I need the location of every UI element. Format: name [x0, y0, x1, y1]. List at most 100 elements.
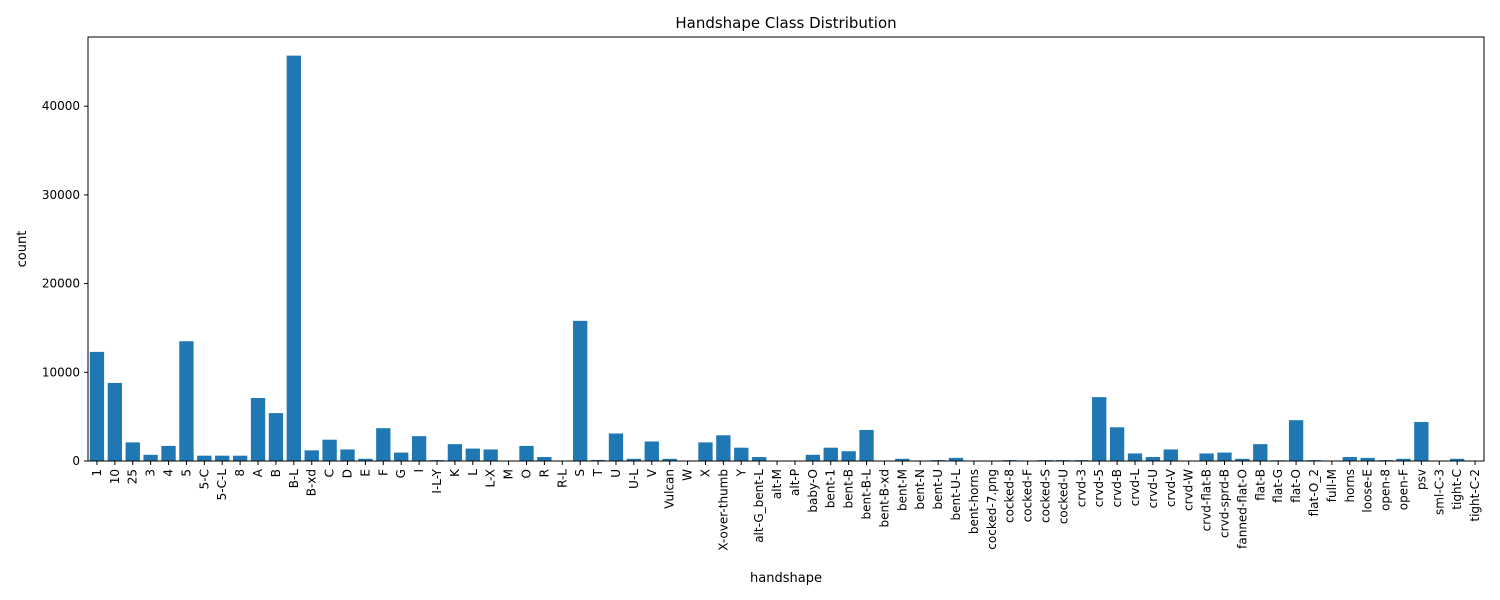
bar-crvd-sprd-B	[1217, 452, 1232, 461]
bar-5-C-L	[215, 455, 230, 461]
x-tick-label: full-M	[1325, 469, 1339, 502]
bar-X-over-thumb	[716, 435, 731, 461]
x-tick-label: 1	[90, 469, 104, 477]
x-tick-label: O	[519, 469, 533, 478]
x-tick-label: open-F	[1396, 469, 1410, 510]
bar-25	[125, 442, 140, 461]
bar-S	[573, 320, 588, 461]
x-tick-label: 8	[233, 469, 247, 477]
x-tick-label: tight-C-2	[1468, 469, 1482, 522]
x-tick-label: bent-U-L	[949, 469, 963, 521]
x-tick-label: K	[448, 468, 462, 477]
x-tick-label: bent-1	[824, 469, 838, 508]
x-tick-label: bent-U	[931, 469, 945, 509]
x-tick-label: cocked-U	[1056, 469, 1070, 524]
bar-flat-O	[1288, 420, 1304, 461]
bar-Vulcan	[662, 458, 677, 461]
x-axis-ticks: 1 10 25 3 4 5 5-C 5-C-L 8 A B B-L B-xd C D E F G I I-L-Y K L L…	[90, 461, 1482, 551]
bar-U	[608, 433, 624, 461]
chart-title: Handshape Class Distribution	[675, 14, 896, 32]
x-tick-label: bent-B	[842, 469, 856, 508]
x-tick-label: F	[376, 469, 390, 476]
bar-bent-U-L	[948, 457, 964, 461]
bar-3	[143, 454, 158, 461]
bar-crvd-B	[1109, 427, 1125, 461]
x-tick-label: flat-G	[1271, 469, 1285, 503]
bar-fanned-flat-O	[1235, 458, 1250, 461]
x-tick-label: D	[341, 469, 355, 478]
x-tick-label: B-xd	[305, 469, 319, 496]
x-tick-label: E	[358, 469, 372, 477]
x-tick-label: 25	[126, 469, 140, 484]
bar-D	[340, 449, 355, 461]
bar-C	[322, 439, 337, 461]
bar-crvd-5	[1092, 397, 1107, 461]
bar-flat-B	[1253, 444, 1268, 461]
x-tick-label: crvd-U	[1146, 469, 1160, 508]
y-tick-label: 40000	[42, 99, 80, 113]
y-axis-ticks: 0 10000 20000 30000 40000	[42, 99, 88, 468]
x-tick-label: 5-C	[197, 469, 211, 489]
y-tick-label: 0	[72, 454, 80, 468]
x-tick-label: bent-B-L	[860, 469, 874, 520]
bar-psv	[1414, 421, 1429, 461]
bar-10	[107, 382, 123, 461]
x-tick-label: crvd-5	[1092, 469, 1106, 507]
x-tick-label: bent-N	[913, 469, 927, 510]
x-tick-label: bent-B-xd	[877, 469, 891, 528]
y-tick-label: 10000	[42, 365, 80, 379]
bar-crvd-flat-B	[1199, 453, 1214, 461]
x-tick-label: psv	[1414, 469, 1428, 490]
x-tick-label: 10	[108, 469, 122, 484]
x-tick-label: B	[269, 469, 283, 477]
x-axis-label: handshape	[750, 571, 822, 586]
bar-crvd-U	[1145, 457, 1161, 461]
x-tick-label: S	[573, 469, 587, 477]
bar-U-L	[626, 458, 642, 461]
bar-T	[590, 459, 606, 461]
x-tick-label: I-L-Y	[430, 468, 444, 493]
x-tick-label: Vulcan	[663, 469, 677, 509]
bar-5	[179, 341, 194, 461]
x-tick-label: X	[698, 469, 712, 477]
x-tick-label: 5-C-L	[215, 469, 229, 501]
x-tick-label: cocked-F	[1021, 469, 1035, 522]
x-tick-label: open-8	[1379, 469, 1393, 511]
x-tick-label: flat-O_2	[1307, 469, 1321, 516]
bar-B-L	[286, 55, 301, 461]
bar-X	[698, 442, 713, 461]
x-tick-label: baby-O	[806, 469, 820, 513]
bar-alt-G_bent-L	[751, 457, 767, 461]
x-tick-label: bent-horns	[967, 469, 981, 534]
x-tick-label: sml-C-3	[1432, 469, 1446, 515]
bar-L-X	[483, 449, 498, 461]
bar-horns	[1342, 457, 1357, 461]
x-tick-label: tight-C	[1450, 469, 1464, 510]
x-tick-label: loose-E	[1361, 469, 1375, 513]
bar-F	[376, 428, 391, 461]
x-tick-label: V	[645, 468, 659, 477]
x-tick-label: flat-B	[1253, 469, 1267, 501]
x-tick-label: alt-M	[770, 469, 784, 499]
x-tick-label: M	[502, 469, 516, 479]
x-tick-label: R	[537, 469, 551, 477]
x-tick-label: T	[591, 468, 605, 477]
bar-A	[250, 398, 266, 461]
bar-8	[232, 455, 248, 461]
x-tick-label: horns	[1343, 469, 1357, 503]
x-tick-label: crvd-flat-B	[1200, 469, 1214, 531]
bar-1	[89, 351, 105, 461]
bar-bent-1	[823, 447, 838, 461]
y-tick-label: 20000	[42, 277, 80, 291]
bar-5-C	[197, 455, 212, 461]
bar-bent-B	[841, 451, 856, 461]
bar-bent-M	[895, 458, 910, 461]
x-tick-label: 4	[162, 469, 176, 477]
x-tick-label: cocked-S	[1039, 469, 1053, 523]
plot-frame	[87, 36, 1485, 462]
x-tick-label: I	[412, 469, 426, 473]
x-tick-label: crvd-sprd-B	[1217, 469, 1231, 538]
x-tick-label: alt-P	[788, 469, 802, 496]
x-tick-label: crvd-L	[1128, 469, 1142, 507]
